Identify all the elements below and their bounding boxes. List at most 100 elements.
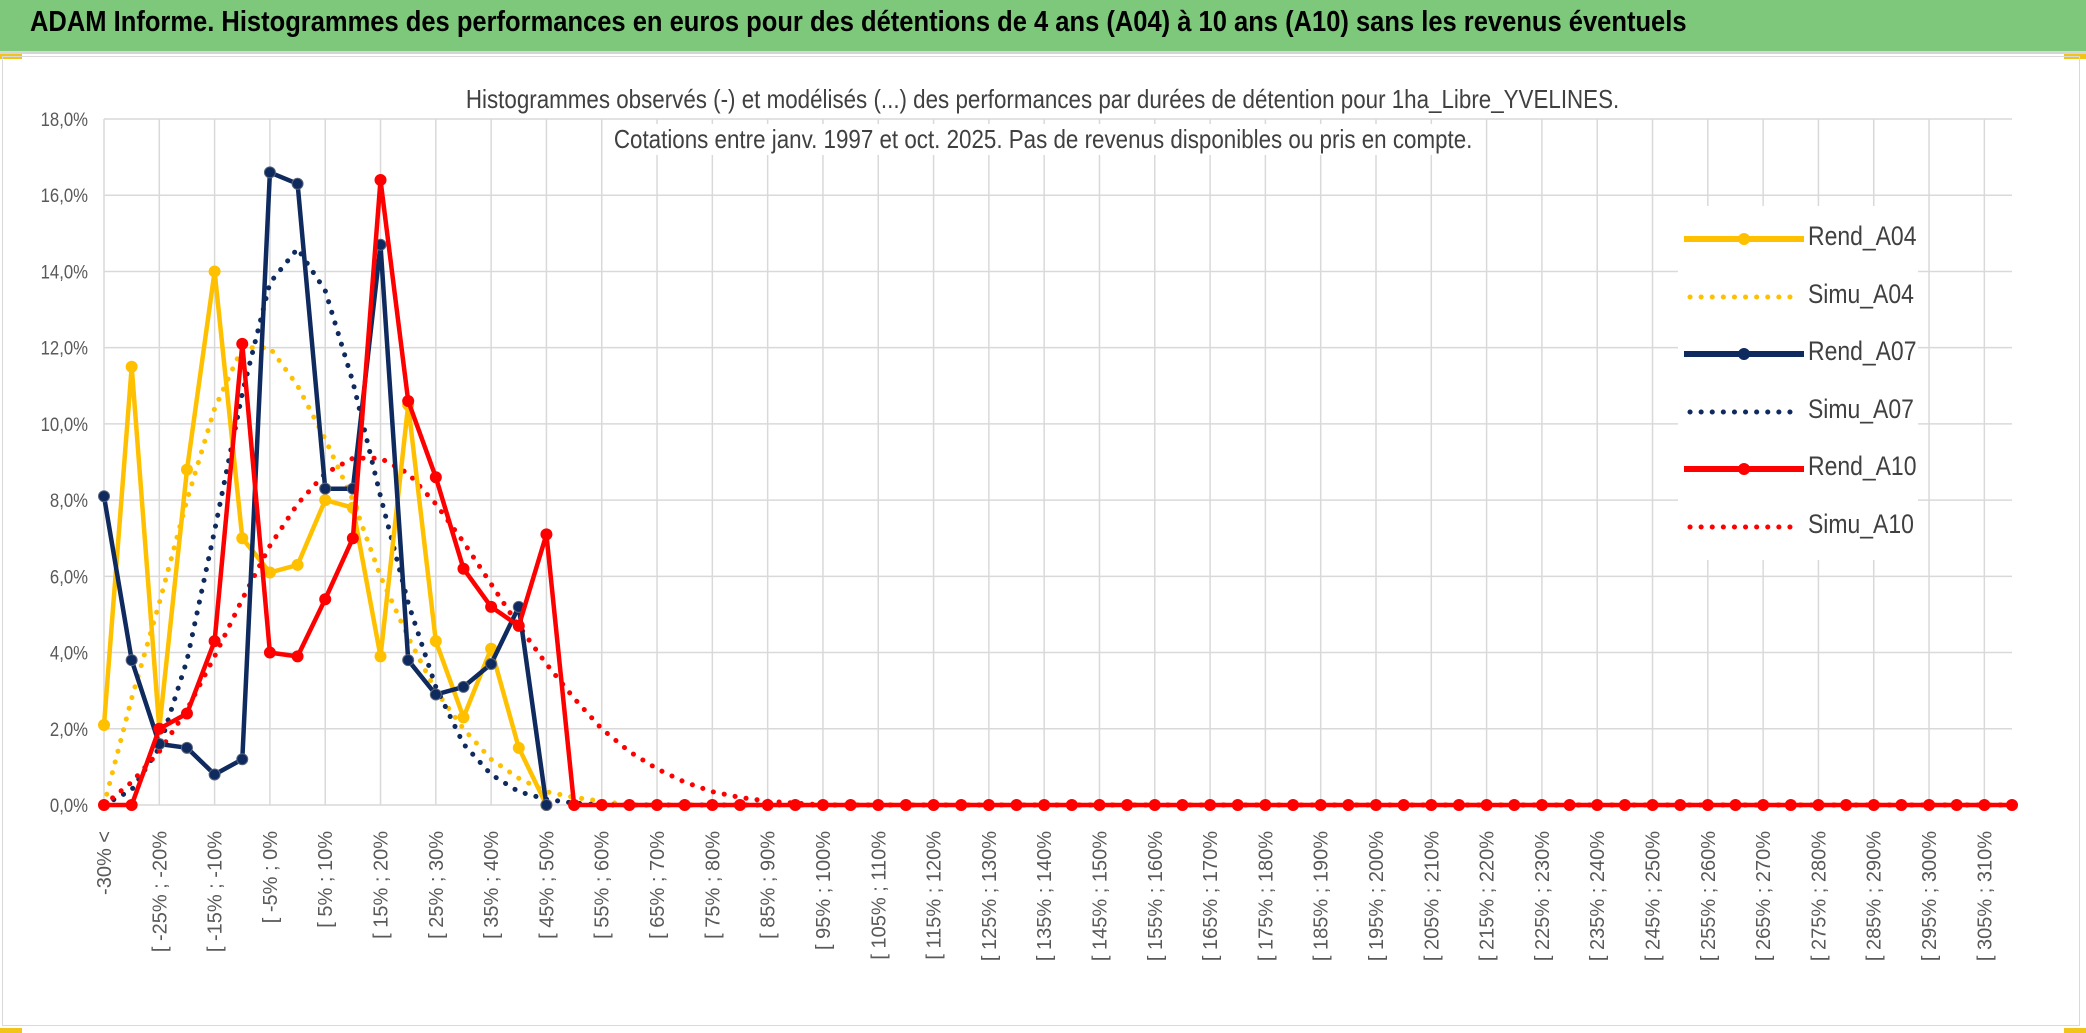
legend-swatch bbox=[1684, 348, 1804, 361]
data-point-rend_a07 bbox=[208, 768, 221, 781]
data-point-rend_a10 bbox=[955, 799, 968, 811]
legend-swatch bbox=[1687, 409, 1799, 415]
data-point-rend_a10 bbox=[208, 635, 221, 648]
legend-label: Rend_A04 bbox=[1808, 221, 1917, 251]
data-point-rend_a10 bbox=[1397, 799, 1410, 811]
data-point-rend_a10 bbox=[1729, 799, 1742, 811]
data-point-rend_a04 bbox=[180, 463, 193, 476]
data-point-rend_a04 bbox=[512, 741, 525, 754]
data-point-rend_a07 bbox=[263, 166, 276, 179]
data-point-rend_a04 bbox=[98, 718, 110, 731]
legend-item-rend_a10: Rend_A10 bbox=[1678, 440, 1918, 498]
legend-label: Rend_A07 bbox=[1808, 336, 1917, 367]
data-point-rend_a10 bbox=[982, 799, 995, 811]
legend-item-rend_a07: Rend_A07 bbox=[1678, 325, 1918, 383]
data-point-rend_a10 bbox=[872, 799, 885, 811]
x-tick-label: [ 105% ; 110% bbox=[868, 831, 890, 960]
x-tick-label: [ 165% ; 170% bbox=[1200, 831, 1222, 961]
data-point-rend_a04 bbox=[457, 711, 470, 724]
report-banner: ADAM Informe. Histogrammes des performan… bbox=[0, 0, 2086, 54]
data-point-rend_a10 bbox=[1204, 799, 1217, 811]
data-point-rend_a10 bbox=[1093, 799, 1106, 811]
data-point-rend_a10 bbox=[319, 593, 332, 606]
x-tick-label: [ 225% ; 230% bbox=[1532, 831, 1554, 961]
legend-swatch bbox=[1684, 463, 1804, 476]
x-tick-label: [ 15% ; 20% bbox=[371, 831, 393, 939]
x-tick-label: [ 295% ; 300% bbox=[1919, 831, 1941, 961]
report-title: ADAM Informe. Histogrammes des performan… bbox=[30, 6, 1687, 38]
x-tick-label: [ 195% ; 200% bbox=[1366, 831, 1388, 961]
data-point-rend_a07 bbox=[540, 799, 553, 811]
data-point-rend_a04 bbox=[236, 532, 249, 545]
data-point-rend_a10 bbox=[1923, 799, 1936, 811]
data-point-rend_a07 bbox=[402, 654, 415, 667]
data-point-rend_a10 bbox=[1121, 799, 1134, 811]
data-point-rend_a10 bbox=[263, 646, 276, 659]
data-point-rend_a10 bbox=[1701, 799, 1714, 811]
x-tick-label: [ -25% ; -20% bbox=[149, 831, 171, 952]
data-point-rend_a10 bbox=[1287, 799, 1300, 811]
data-point-rend_a10 bbox=[1452, 799, 1465, 811]
data-point-rend_a10 bbox=[236, 337, 249, 350]
y-tick-label: 2,0% bbox=[50, 719, 88, 740]
data-point-rend_a10 bbox=[1480, 799, 1493, 811]
y-tick-label: 4,0% bbox=[50, 643, 88, 664]
x-tick-label: [ 35% ; 40% bbox=[481, 831, 503, 939]
y-tick-label: 10,0% bbox=[41, 414, 88, 435]
data-point-rend_a10 bbox=[1674, 799, 1687, 811]
data-point-rend_a07 bbox=[291, 177, 304, 190]
data-point-rend_a10 bbox=[1784, 799, 1797, 811]
data-point-rend_a10 bbox=[1840, 799, 1853, 811]
legend-marker bbox=[1738, 348, 1750, 361]
data-point-rend_a10 bbox=[125, 799, 138, 811]
x-tick-label: [ 85% ; 90% bbox=[758, 831, 780, 939]
data-point-rend_a10 bbox=[1176, 799, 1189, 811]
data-point-rend_a04 bbox=[429, 635, 442, 648]
chart-subtitle: Cotations entre janv. 1997 et oct. 2025.… bbox=[0, 124, 2086, 155]
data-point-rend_a07 bbox=[125, 654, 138, 667]
data-point-rend_a07 bbox=[236, 753, 249, 766]
series-lines bbox=[98, 166, 2018, 811]
x-tick-label: [ 65% ; 70% bbox=[647, 831, 669, 939]
x-tick-label: [ 175% ; 180% bbox=[1255, 831, 1277, 961]
y-tick-label: 12,0% bbox=[41, 338, 88, 359]
data-point-rend_a10 bbox=[1646, 799, 1659, 811]
data-point-rend_a10 bbox=[1591, 799, 1604, 811]
data-point-rend_a10 bbox=[1259, 799, 1272, 811]
x-tick-label: [ 245% ; 250% bbox=[1643, 831, 1665, 961]
data-point-rend_a04 bbox=[374, 650, 387, 663]
x-tick-label: [ 135% ; 140% bbox=[1034, 831, 1056, 961]
data-point-rend_a10 bbox=[1065, 799, 1078, 811]
legend-item-simu_a07: Simu_A07 bbox=[1678, 383, 1918, 441]
data-point-rend_a10 bbox=[1563, 799, 1576, 811]
data-point-rend_a10 bbox=[927, 799, 940, 811]
legend-label: Simu_A04 bbox=[1808, 278, 1914, 309]
x-tick-label: [ 45% ; 50% bbox=[536, 831, 558, 939]
x-tick-label: [ 205% ; 210% bbox=[1421, 831, 1443, 961]
data-point-rend_a10 bbox=[180, 707, 193, 720]
x-tick-label: [ 95% ; 100% bbox=[813, 831, 835, 950]
data-point-rend_a10 bbox=[816, 799, 829, 811]
x-tick-label: [ 235% ; 240% bbox=[1587, 831, 1609, 961]
y-tick-label: 0,0% bbox=[50, 795, 88, 816]
data-point-rend_a10 bbox=[98, 799, 110, 811]
x-tick-label: [ 265% ; 270% bbox=[1753, 831, 1775, 961]
x-tick-label: [ 275% ; 280% bbox=[1808, 831, 1830, 961]
x-tick-label: [ 155% ; 160% bbox=[1145, 831, 1167, 961]
data-point-rend_a10 bbox=[568, 799, 581, 811]
data-point-rend_a10 bbox=[153, 722, 166, 735]
data-point-rend_a07 bbox=[457, 680, 470, 693]
legend-item-rend_a04: Rend_A04 bbox=[1678, 210, 1918, 268]
data-point-rend_a10 bbox=[595, 799, 608, 811]
data-point-rend_a10 bbox=[1867, 799, 1880, 811]
legend-label: Rend_A10 bbox=[1808, 451, 1917, 482]
data-point-rend_a10 bbox=[651, 799, 664, 811]
y-tick-label: 18,0% bbox=[41, 109, 88, 130]
data-point-rend_a10 bbox=[1148, 799, 1161, 811]
x-tick-label: [ 215% ; 220% bbox=[1477, 831, 1499, 961]
x-tick-label: [ 25% ; 30% bbox=[426, 831, 448, 939]
data-point-rend_a10 bbox=[1535, 799, 1548, 811]
data-point-rend_a10 bbox=[374, 173, 387, 186]
y-tick-label: 16,0% bbox=[41, 185, 88, 206]
data-point-rend_a10 bbox=[346, 532, 359, 545]
